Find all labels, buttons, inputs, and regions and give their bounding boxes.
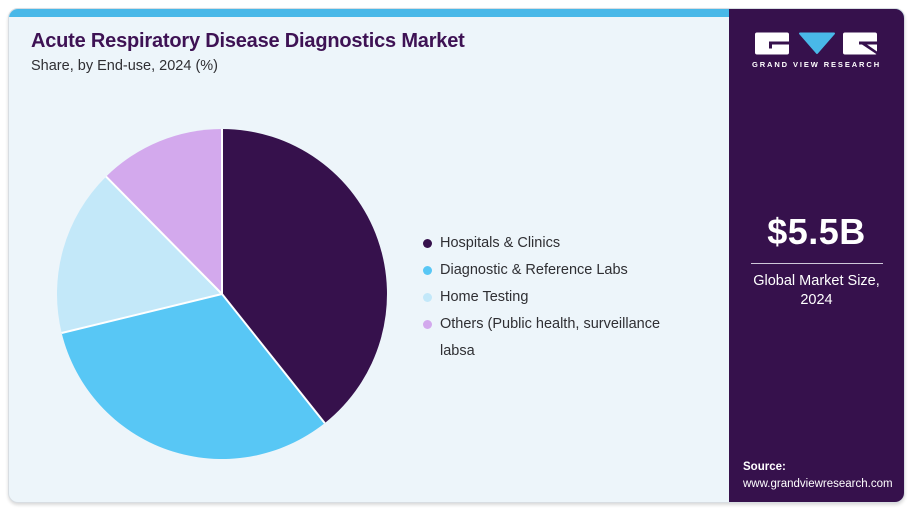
legend-item: Hospitals & Clinics	[423, 230, 691, 257]
market-size-value: $5.5B	[767, 211, 866, 252]
market-size-block: $5.5B Global Market Size, 2024	[729, 211, 904, 310]
pie-slice	[222, 129, 387, 424]
market-size-caption: Global Market Size, 2024	[753, 273, 880, 309]
chart-header: Acute Respiratory Disease Diagnostics Ma…	[31, 30, 465, 74]
brand-sidebar: GRAND VIEW RESEARCH $5.5B Global Market …	[729, 9, 904, 502]
legend-bullet-icon	[423, 239, 432, 248]
slice-separator	[221, 293, 326, 424]
source-block: Source: www.grandviewresearch.com	[743, 460, 893, 492]
page-title: Acute Respiratory Disease Diagnostics Ma…	[31, 30, 465, 52]
source-url: www.grandviewresearch.com	[743, 478, 893, 491]
divider	[750, 263, 883, 264]
pie-slice	[56, 176, 222, 334]
source-label: Source:	[743, 461, 786, 474]
chart-card: Acute Respiratory Disease Diagnostics Ma…	[8, 8, 905, 503]
legend-bullet-icon	[423, 293, 432, 302]
legend-label: Others (Public health, surveillance labs…	[440, 316, 661, 359]
top-accent-stripe	[9, 9, 904, 17]
legend-bullet-icon	[423, 320, 432, 329]
legend-label: Diagnostic & Reference Labs	[440, 262, 628, 278]
pie-slice	[61, 294, 325, 459]
pie-chart	[56, 129, 387, 459]
gvr-logo-icon	[754, 32, 877, 55]
slice-separator	[61, 293, 223, 334]
legend-item: Home Testing	[423, 284, 691, 311]
chart-subtitle: Share, by End-use, 2024 (%)	[31, 58, 218, 74]
legend-label: Home Testing	[440, 289, 529, 305]
legend-label: Hospitals & Clinics	[440, 235, 561, 251]
slice-separator	[105, 175, 223, 295]
logo-text: GRAND VIEW RESEARCH	[751, 60, 882, 69]
legend-item: Others (Public health, surveillance labs…	[423, 311, 691, 365]
pie-slice	[106, 129, 222, 294]
legend-item: Diagnostic & Reference Labs	[423, 257, 691, 284]
gvr-logo: GRAND VIEW RESEARCH	[729, 32, 904, 69]
legend-bullet-icon	[423, 266, 432, 275]
chart-legend: Hospitals & Clinics Diagnostic & Referenc…	[423, 230, 691, 365]
